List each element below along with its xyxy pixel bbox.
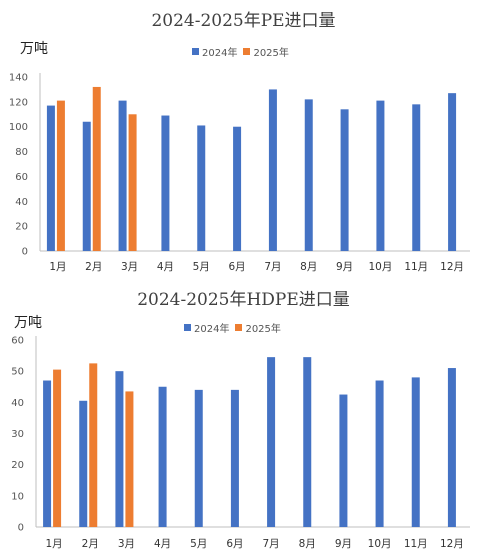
x-tick-label: 1月 [49,261,66,273]
legend-swatch-2025 [243,48,251,55]
x-tick-label: 5月 [193,261,210,273]
x-tick-label: 10月 [368,538,392,550]
x-tick-label: 7月 [264,261,281,273]
legend-label-2024: 2024年 [202,48,238,59]
bar-2025 [89,363,98,527]
bar-2024 [79,400,88,527]
legend-item-2025: 2025年 [243,44,289,59]
y-tick-label: 0 [22,247,28,258]
legend-label-2025: 2025年 [245,324,281,335]
bar-2024 [304,99,313,251]
legend-swatch-2024 [192,48,199,55]
y-tick-label: 0 [18,523,24,534]
bar-2024 [268,89,277,251]
y-tick-label: 60 [11,336,24,347]
x-tick-label: 6月 [226,538,243,550]
bar-2024 [376,100,385,251]
y-tick-label: 20 [11,460,24,471]
bar-2025 [125,391,134,527]
legend-item-2024: 2024年 [184,320,229,335]
bar-2024 [233,126,242,251]
y-tick-label: 30 [11,429,24,440]
chart-title: 2024-2025年PE进口量 [151,11,336,31]
y-tick-label: 50 [11,367,24,378]
x-tick-label: 3月 [121,261,138,273]
bar-2024 [161,115,170,252]
chart-legend: 2024年 2025年 [192,44,289,59]
x-tick-label: 9月 [336,261,353,273]
x-tick-label: 1月 [45,538,62,550]
bar-2024 [448,93,457,252]
bar-2024 [447,368,456,527]
y-unit-label: 万吨 [14,315,42,331]
x-tick-label: 11月 [404,538,428,550]
x-tick-label: 7月 [262,538,279,550]
bar-2025 [128,114,137,252]
bar-2024 [411,377,420,527]
x-tick-label: 12月 [440,261,464,273]
y-tick-label: 80 [15,147,28,158]
chart-legend: 2024年 2025年 [184,320,281,335]
bar-2024 [303,357,312,527]
pe-import-chart: 2024-2025年PE进口量 万吨 2024年 2025年 0 20 40 60 80… [9,11,470,273]
x-tick-label: 5月 [190,538,207,550]
y-tick-label: 60 [15,172,28,183]
legend-label-2025: 2025年 [253,48,289,59]
y-tick-label: 100 [9,122,28,133]
y-tick-label: 40 [11,398,24,409]
bar-2025 [92,86,101,251]
pe-chart-plot: 0 20 40 60 80 100 120 140 1月 2月 3月 4月 5月 6月 7月 8月 9月 10月 1… [9,73,470,273]
bar-2025 [56,100,65,251]
y-unit-label: 万吨 [20,41,48,57]
x-tick-label: 4月 [154,538,171,550]
y-tick-label: 20 [15,222,28,233]
x-tick-label: 2月 [85,261,102,273]
x-tick-label: 6月 [228,261,245,273]
legend-swatch-2024 [184,324,191,331]
x-tick-label: 10月 [368,261,392,273]
x-tick-label: 9月 [335,538,352,550]
legend-item-2024: 2024年 [192,44,237,59]
legend-swatch-2025 [235,324,243,331]
bar-2024 [158,386,167,527]
bar-2024 [115,371,124,527]
hdpe-chart-plot: 0 10 20 30 40 50 60 1月 2月 3月 4月 5月 6月 7月 8月 9月 10月 11月 12月 [11,336,470,550]
bar-2024 [375,380,384,527]
bar-2024 [340,109,349,251]
bar-2024 [339,394,348,527]
bar-2024 [412,104,421,251]
bar-2024 [43,380,52,527]
y-tick-label: 10 [11,491,24,502]
bar-2024 [46,105,55,251]
bar-2025 [53,369,62,527]
legend-item-2025: 2025年 [235,320,281,335]
x-tick-label: 12月 [440,538,464,550]
x-tick-label: 8月 [300,261,317,273]
hdpe-import-chart: 2024-2025年HDPE进口量 万吨 2024年 2025年 0 10 20 30… [0,282,487,559]
y-tick-label: 140 [9,73,28,84]
bar-2024 [230,389,239,527]
y-tick-label: 40 [15,197,28,208]
bar-2024 [267,357,276,527]
bar-2024 [197,125,206,251]
x-tick-label: 11月 [404,261,428,273]
x-tick-label: 3月 [118,538,135,550]
chart-title: 2024-2025年HDPE进口量 [137,290,350,310]
bar-2024 [82,121,91,251]
x-tick-label: 8月 [299,538,316,550]
x-tick-label: 4月 [157,261,174,273]
y-tick-label: 120 [9,97,28,108]
legend-label-2024: 2024年 [194,324,230,335]
bar-2024 [194,389,203,527]
x-tick-label: 2月 [82,538,99,550]
bar-2024 [118,100,127,251]
